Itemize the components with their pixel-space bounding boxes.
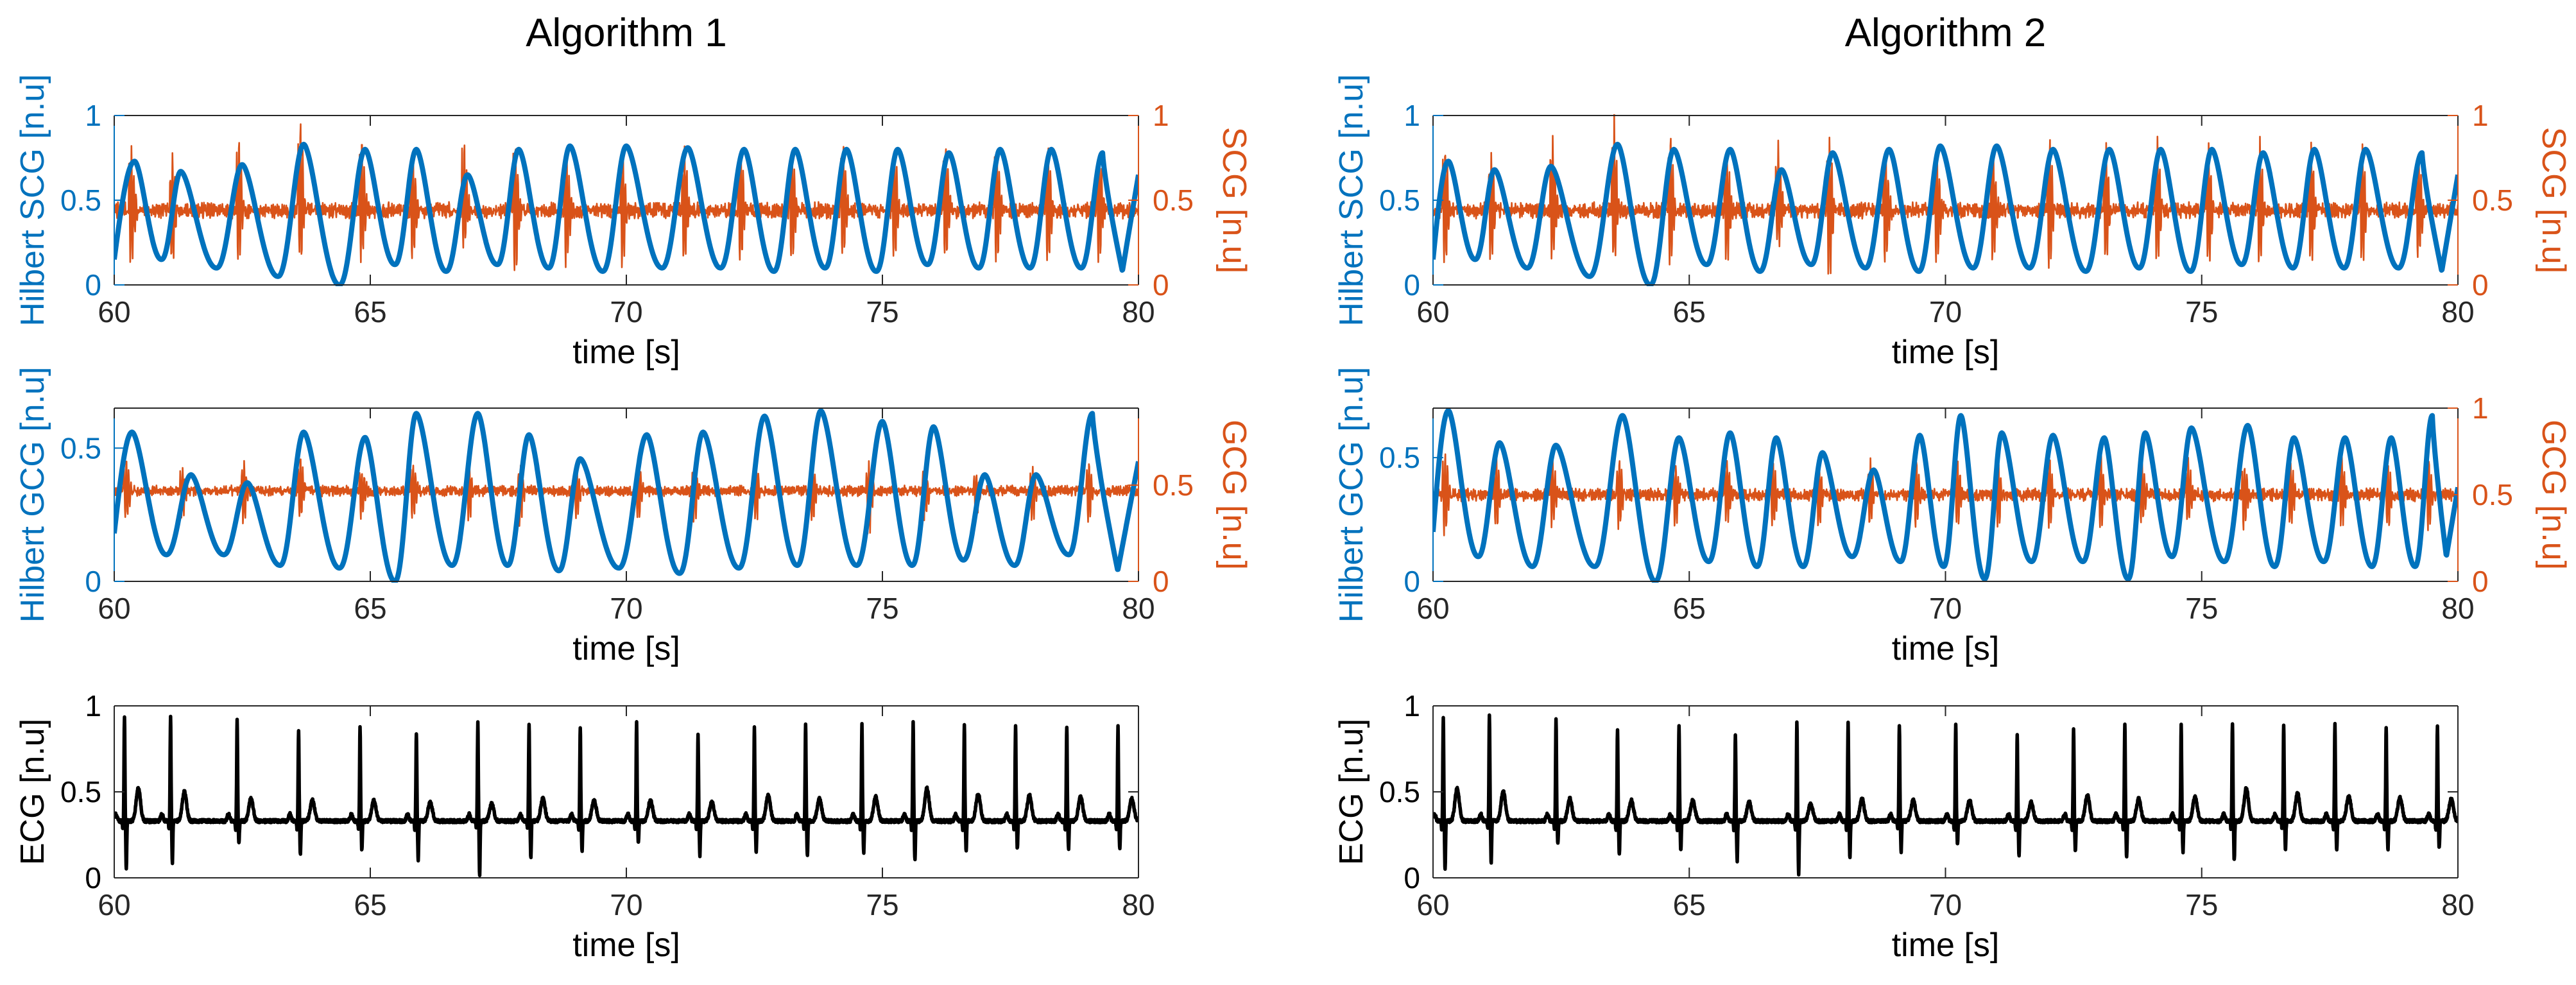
x-tick-label: 75 [2185, 295, 2218, 329]
y-tick-label-right: 1 [2472, 391, 2489, 425]
x-tick-label: 65 [1673, 592, 1706, 625]
y-axis-label-left: Hilbert GCG [n.u] [1333, 367, 1370, 623]
y-tick-label-left: 0.5 [1379, 184, 1420, 217]
x-tick-label: 70 [1929, 592, 1962, 625]
panel-a1_ecg: 60 65 70 75 80 0 0.5 1 time [s] ECG [n.u] [14, 689, 1155, 964]
x-tick-label: 75 [866, 295, 898, 329]
x-axis-label: time [s] [1892, 630, 2000, 667]
y-tick-label-right: 0 [2472, 565, 2489, 598]
y-tick-label-right: 0.5 [1153, 468, 1194, 502]
y-axis-label-right: GCG [n.u] [1215, 420, 1253, 570]
x-tick-label: 65 [1673, 888, 1706, 921]
y-tick-label-right: 0 [1153, 268, 1169, 302]
x-tick-label: 70 [610, 295, 642, 329]
x-tick-label: 75 [2185, 592, 2218, 625]
x-tick-label: 80 [1122, 592, 1155, 625]
y-tick-label-right: 0 [2472, 268, 2489, 302]
x-tick-label: 60 [1416, 592, 1449, 625]
x-tick-label: 70 [610, 592, 642, 625]
y-tick-label-left: 0 [85, 268, 101, 302]
x-axis-label: time [s] [572, 630, 680, 667]
x-tick-label: 80 [1122, 295, 1155, 329]
y-tick-label-left: 0.5 [60, 775, 101, 809]
y-tick-label-left: 0 [1404, 565, 1420, 598]
y-axis-label-left: ECG [n.u] [14, 719, 51, 865]
y-tick-label-left: 0.5 [60, 184, 101, 217]
y-axis-label-left: Hilbert SCG [n.u] [1333, 74, 1370, 326]
series-hilbert-gcg [1433, 407, 2458, 583]
x-tick-label: 70 [610, 888, 642, 921]
x-axis-label: time [s] [1892, 927, 2000, 964]
x-tick-label: 80 [2441, 592, 2474, 625]
y-tick-label-right: 0.5 [2472, 184, 2513, 217]
x-tick-label: 60 [98, 295, 130, 329]
x-tick-label: 65 [1673, 295, 1706, 329]
series-scg [114, 123, 1138, 271]
x-tick-label: 70 [1929, 295, 1962, 329]
y-tick-label-right: 0.5 [2472, 478, 2513, 511]
y-axis-label-right: SCG [n.u] [1215, 127, 1253, 273]
y-tick-label-right: 0 [1153, 565, 1169, 598]
series-hilbert-scg [1433, 141, 2458, 286]
x-tick-label: 60 [1416, 888, 1449, 921]
x-tick-label: 70 [1929, 888, 1962, 921]
x-tick-label: 60 [98, 888, 130, 921]
y-tick-label-right: 1 [1153, 99, 1169, 132]
series-hilbert-gcg [114, 408, 1138, 583]
y-tick-label-left: 0 [1404, 268, 1420, 302]
y-axis-label-left: ECG [n.u] [1333, 719, 1370, 865]
x-axis-label: time [s] [1892, 334, 2000, 371]
x-tick-label: 65 [354, 592, 386, 625]
series-ecg [114, 714, 1138, 878]
y-tick-label-left: 1 [85, 99, 101, 132]
x-tick-label: 75 [866, 888, 898, 921]
y-tick-label-left: 1 [1404, 99, 1420, 132]
x-axis-label: time [s] [572, 927, 680, 964]
y-tick-label-left: 0.5 [1379, 441, 1420, 474]
x-tick-label: 80 [1122, 888, 1155, 921]
series-ecg [1433, 713, 2458, 877]
y-axis-label-left: Hilbert SCG [n.u] [14, 74, 51, 326]
y-tick-label-left: 0 [1404, 861, 1420, 895]
x-tick-label: 65 [354, 888, 386, 921]
x-axis-label: time [s] [572, 334, 680, 371]
x-tick-label: 60 [1416, 295, 1449, 329]
panel-a2_ecg: 60 65 70 75 80 0 0.5 1 time [s] ECG [n.u] [1333, 689, 2475, 964]
x-tick-label: 75 [2185, 888, 2218, 921]
y-tick-label-right: 1 [2472, 99, 2489, 132]
chart-title: Algorithm 1 [526, 11, 727, 55]
x-tick-label: 75 [866, 592, 898, 625]
x-tick-label: 80 [2441, 295, 2474, 329]
x-tick-label: 60 [98, 592, 130, 625]
series-gcg [114, 458, 1138, 535]
y-axis-label-right: GCG [n.u] [2535, 420, 2572, 570]
x-tick-label: 80 [2441, 888, 2474, 921]
series-hilbert-scg [114, 141, 1138, 286]
y-tick-label-left: 1 [1404, 689, 1420, 723]
x-tick-label: 65 [354, 295, 386, 329]
y-tick-label-left: 0 [85, 565, 101, 598]
y-axis-label-right: SCG [n.u] [2535, 127, 2572, 273]
y-tick-label-left: 0.5 [60, 431, 101, 465]
y-axis-label-left: Hilbert GCG [n.u] [14, 367, 51, 623]
y-tick-label-left: 0.5 [1379, 775, 1420, 809]
chart-title: Algorithm 2 [1845, 11, 2047, 55]
y-tick-label-right: 0.5 [1153, 184, 1194, 217]
y-tick-label-left: 1 [85, 689, 101, 723]
y-tick-label-left: 0 [85, 861, 101, 895]
